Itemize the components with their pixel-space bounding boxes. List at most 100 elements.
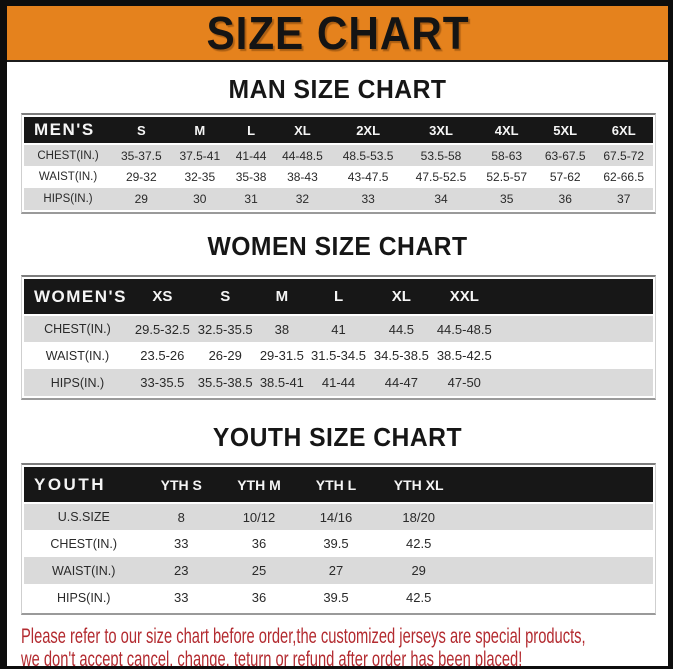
measurement-value: 26-29 bbox=[193, 342, 257, 369]
measurement-value: 35-38 bbox=[229, 166, 274, 188]
size-column-header: L bbox=[307, 279, 370, 316]
measurement-value: 27 bbox=[298, 557, 374, 584]
measurement-value: 53.5-58 bbox=[404, 144, 478, 166]
measurement-label: WAIST(IN.) bbox=[24, 166, 113, 188]
measurement-value: 31.5-34.5 bbox=[307, 342, 370, 369]
size-column-header bbox=[464, 467, 653, 504]
measurement-value: 18/20 bbox=[373, 503, 465, 530]
measurement-value bbox=[495, 369, 653, 396]
page-title: SIZE CHART bbox=[205, 7, 470, 59]
measurement-label: CHEST(IN.) bbox=[24, 530, 144, 557]
size-column-header: M bbox=[256, 279, 308, 316]
measurement-value: 32 bbox=[273, 188, 332, 210]
measurement-value: 32.5-35.5 bbox=[193, 315, 257, 342]
size-column-header: XL bbox=[273, 117, 332, 145]
measurement-value bbox=[495, 342, 653, 369]
measurement-value: 29-32 bbox=[112, 166, 171, 188]
measurement-row: HIPS(IN.) 29 30 31 32 33 34 35 36 37 bbox=[24, 188, 653, 210]
measurement-value: 41-44 bbox=[307, 369, 370, 396]
measurement-value: 29-31.5 bbox=[256, 342, 308, 369]
measurement-value: 38-43 bbox=[273, 166, 332, 188]
size-column-header: YTH S bbox=[143, 467, 220, 504]
measurement-value: 25 bbox=[219, 557, 299, 584]
banner: SIZE CHART bbox=[7, 6, 668, 62]
size-column-header: S bbox=[193, 279, 257, 316]
measurement-value: 57-62 bbox=[535, 166, 595, 188]
measurement-value: 35-37.5 bbox=[112, 144, 171, 166]
measurement-value bbox=[464, 557, 653, 584]
measurement-value: 23 bbox=[143, 557, 220, 584]
measurement-row: U.S.SIZE 8 10/12 14/16 18/20 bbox=[24, 503, 653, 530]
measurement-value: 36 bbox=[535, 188, 595, 210]
measurement-value: 34 bbox=[404, 188, 478, 210]
measurement-value: 44-48.5 bbox=[273, 144, 332, 166]
measurement-row: WAIST(IN.) 29-32 32-35 35-38 38-43 43-47.5 47.… bbox=[24, 166, 653, 188]
measurement-value: 67.5-72 bbox=[594, 144, 653, 166]
table-title-cell: WOMEN'S bbox=[24, 279, 131, 316]
measurement-value: 44.5-48.5 bbox=[432, 315, 496, 342]
measurement-value: 29 bbox=[373, 557, 465, 584]
size-table: WOMEN'S XS S M L XL XXL CHEST(IN.) 29.5-32.5 32.5… bbox=[24, 279, 653, 396]
measurement-value bbox=[495, 315, 653, 342]
measurement-value: 33 bbox=[331, 188, 405, 210]
measurement-row: HIPS(IN.) 33 36 39.5 42.5 bbox=[24, 584, 653, 611]
man-size-table: MEN'S S M L XL 2XL 3XL 4XL 5XL 6XL CHEST(IN.) 35-37… bbox=[21, 113, 656, 214]
measurement-value bbox=[464, 584, 653, 611]
disclaimer-line-1: Please refer to our size chart before or… bbox=[21, 625, 586, 648]
size-header-row: MEN'S S M L XL 2XL 3XL 4XL 5XL 6XL bbox=[24, 117, 653, 145]
measurement-value bbox=[464, 530, 653, 557]
measurement-value: 58-63 bbox=[477, 144, 536, 166]
measurement-value: 37.5-41 bbox=[170, 144, 230, 166]
measurement-label: U.S.SIZE bbox=[24, 503, 144, 530]
measurement-value: 35.5-38.5 bbox=[193, 369, 257, 396]
measurement-value: 44-47 bbox=[369, 369, 433, 396]
size-column-header: YTH M bbox=[219, 467, 299, 504]
size-column-header: YTH XL bbox=[373, 467, 465, 504]
measurement-value: 10/12 bbox=[219, 503, 299, 530]
measurement-value: 34.5-38.5 bbox=[369, 342, 433, 369]
man-section-heading: MAN SIZE CHART bbox=[228, 74, 447, 104]
measurement-value: 8 bbox=[143, 503, 220, 530]
measurement-value: 31 bbox=[229, 188, 274, 210]
measurement-label: WAIST(IN.) bbox=[24, 342, 131, 369]
measurement-value: 63-67.5 bbox=[535, 144, 595, 166]
size-header-row: WOMEN'S XS S M L XL XXL bbox=[24, 279, 653, 316]
measurement-value: 29.5-32.5 bbox=[130, 315, 194, 342]
disclaimer-note: Please refer to our size chart before or… bbox=[21, 625, 656, 666]
size-column-header: 6XL bbox=[594, 117, 653, 145]
size-column-header: XL bbox=[369, 279, 433, 316]
disclaimer-line-2: we don't accept cancel, change, teturn o… bbox=[21, 648, 523, 666]
measurement-row: WAIST(IN.) 23 25 27 29 bbox=[24, 557, 653, 584]
measurement-value: 39.5 bbox=[298, 584, 374, 611]
measurement-value bbox=[464, 503, 653, 530]
measurement-value: 23.5-26 bbox=[130, 342, 194, 369]
measurement-value: 52.5-57 bbox=[477, 166, 536, 188]
measurement-value: 38 bbox=[256, 315, 308, 342]
measurement-label: HIPS(IN.) bbox=[24, 369, 131, 396]
measurement-value: 41 bbox=[307, 315, 370, 342]
measurement-value: 33-35.5 bbox=[130, 369, 194, 396]
table-title-cell: YOUTH bbox=[24, 467, 144, 504]
measurement-row: WAIST(IN.) 23.5-26 26-29 29-31.5 31.5-34.5 34… bbox=[24, 342, 653, 369]
measurement-label: CHEST(IN.) bbox=[24, 144, 113, 166]
measurement-value: 42.5 bbox=[373, 530, 465, 557]
chart-canvas: SIZE CHART MAN SIZE CHART MEN'S S M L XL 2XL 3… bbox=[7, 6, 668, 666]
youth-size-table: YOUTH YTH S YTH M YTH L YTH XL U.S.SIZE 8 10/12… bbox=[21, 463, 656, 615]
measurement-label: HIPS(IN.) bbox=[24, 188, 113, 210]
measurement-value: 41-44 bbox=[229, 144, 274, 166]
size-header-row: YOUTH YTH S YTH M YTH L YTH XL bbox=[24, 467, 653, 504]
measurement-value: 33 bbox=[143, 530, 220, 557]
measurement-value: 30 bbox=[170, 188, 230, 210]
measurement-value: 39.5 bbox=[298, 530, 374, 557]
size-table: MEN'S S M L XL 2XL 3XL 4XL 5XL 6XL CHEST(IN.) 35-37… bbox=[24, 117, 653, 210]
size-table: YOUTH YTH S YTH M YTH L YTH XL U.S.SIZE 8 10/12… bbox=[24, 467, 653, 611]
measurement-value: 33 bbox=[143, 584, 220, 611]
measurement-row: CHEST(IN.) 33 36 39.5 42.5 bbox=[24, 530, 653, 557]
measurement-label: CHEST(IN.) bbox=[24, 315, 131, 342]
measurement-value: 14/16 bbox=[298, 503, 374, 530]
size-column-header: L bbox=[229, 117, 274, 145]
measurement-label: WAIST(IN.) bbox=[24, 557, 144, 584]
measurement-value: 43-47.5 bbox=[331, 166, 405, 188]
measurement-row: CHEST(IN.) 35-37.5 37.5-41 41-44 44-48.5 48.5… bbox=[24, 144, 653, 166]
